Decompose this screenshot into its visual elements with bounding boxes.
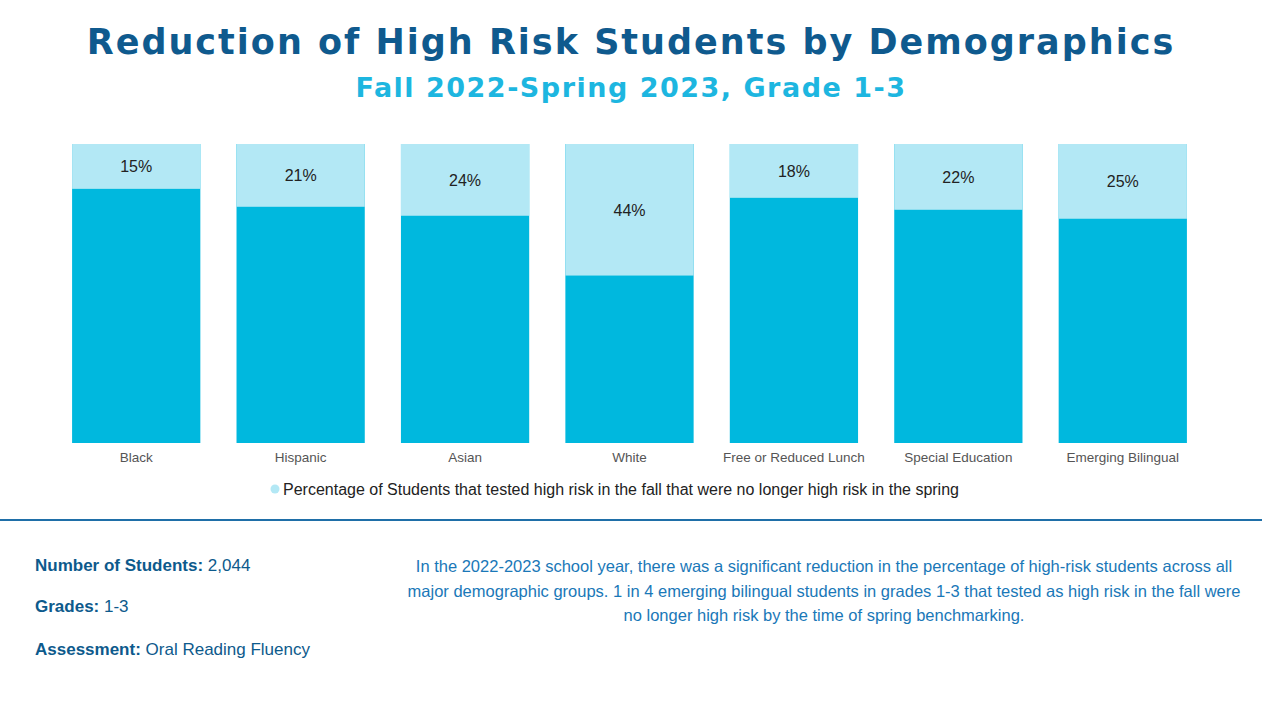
title: Reduction of High Risk Students by Demog… — [87, 22, 1176, 62]
x-tick-label: White — [612, 450, 647, 465]
bar-track — [1059, 144, 1187, 443]
info-row: Grades: 1-3 — [35, 597, 129, 617]
data-label: 24% — [449, 172, 481, 189]
info-value: Oral Reading Fluency — [146, 640, 310, 659]
bar — [894, 144, 1022, 210]
legend-label: Percentage of Students that tested high … — [283, 481, 959, 498]
info-label: Assessment: — [35, 640, 141, 659]
bar — [237, 144, 365, 207]
x-tick-label: Black — [120, 450, 153, 465]
x-tick-label: Emerging Bilingual — [1067, 450, 1180, 465]
legend-marker — [271, 485, 280, 494]
data-label: 21% — [285, 167, 317, 184]
bar — [565, 144, 693, 276]
info-label: Grades: — [35, 597, 99, 616]
bar-track — [237, 144, 365, 443]
subtitle: Fall 2022-Spring 2023, Grade 1-3 — [356, 72, 907, 103]
bar-track — [401, 144, 529, 443]
x-tick-label: Asian — [448, 450, 482, 465]
data-label: 44% — [613, 202, 645, 219]
x-tick-label: Special Education — [904, 450, 1012, 465]
bar — [1059, 144, 1187, 219]
bar-track — [72, 144, 200, 443]
bar — [730, 144, 858, 198]
data-label: 25% — [1107, 173, 1139, 190]
bar — [72, 144, 200, 189]
info-value: 2,044 — [208, 556, 251, 575]
info-row: Number of Students: 2,044 — [35, 556, 250, 576]
info-label: Number of Students: — [35, 556, 203, 575]
bars — [72, 144, 1187, 443]
x-tick-label: Hispanic — [275, 450, 327, 465]
bar-track — [565, 144, 693, 443]
description: In the 2022-2023 school year, there was … — [404, 554, 1244, 628]
bar — [401, 144, 529, 216]
data-labels: 15% 21% 24% 44% 18% 22% 25% — [120, 158, 1139, 218]
divider — [0, 519, 1262, 521]
info-value: 1-3 — [104, 597, 129, 616]
legend: Percentage of Students that tested high … — [271, 481, 959, 498]
data-label: 15% — [120, 158, 152, 175]
data-label: 18% — [778, 163, 810, 180]
bar-track — [730, 144, 858, 443]
data-label: 22% — [942, 169, 974, 186]
x-tick-label: Free or Reduced Lunch — [723, 450, 865, 465]
info-row: Assessment: Oral Reading Fluency — [35, 640, 310, 660]
bar-track — [894, 144, 1022, 443]
